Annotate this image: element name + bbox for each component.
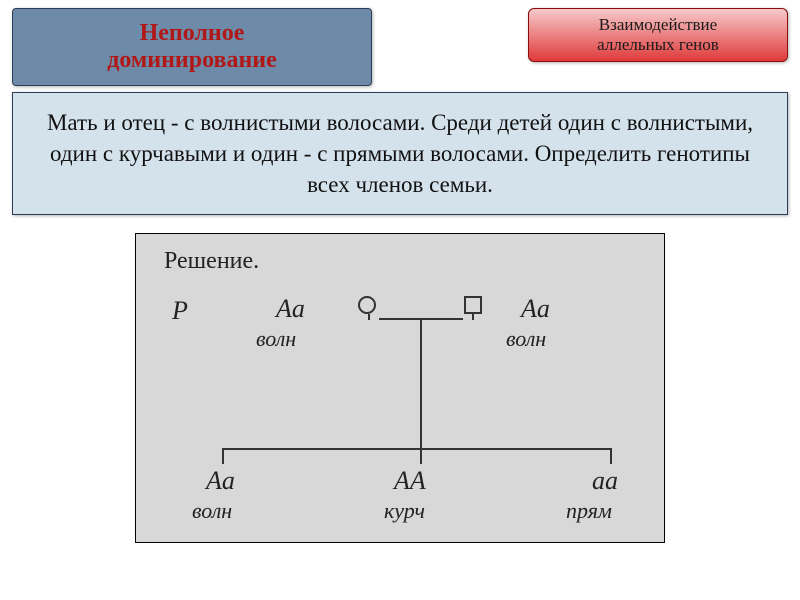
father-phenotype: волн <box>506 326 546 352</box>
generation-p-label: P <box>172 296 188 326</box>
label-line2: аллельных генов <box>597 35 719 55</box>
label-line1: Взаимодействие <box>599 15 717 35</box>
child3-phenotype: прям <box>566 498 612 524</box>
connector-line <box>472 314 474 320</box>
father-genotype: Aa <box>521 294 550 324</box>
child3-genotype: aa <box>592 466 618 496</box>
solution-title: Решение. <box>164 248 259 275</box>
mother-genotype: Aa <box>276 294 305 324</box>
child2-genotype: AA <box>394 466 426 496</box>
interaction-label-box: Взаимодействие аллельных генов <box>528 8 788 62</box>
solution-wrap: Решение. P Aa волн Aa волн Aa волн AA ку… <box>135 233 665 543</box>
title-line2: доминирование <box>107 47 277 74</box>
solution-diagram: Решение. P Aa волн Aa волн Aa волн AA ку… <box>135 233 665 543</box>
child1-phenotype: волн <box>192 498 232 524</box>
connector-line <box>420 320 422 448</box>
female-symbol-icon <box>358 296 376 314</box>
connector-line <box>222 450 224 464</box>
male-symbol-icon <box>464 296 482 314</box>
title-box: Неполное доминирование <box>12 8 372 86</box>
title-line1: Неполное <box>140 20 245 47</box>
connector-line <box>222 448 612 450</box>
problem-text: Мать и отец - с волнистыми волосами. Сре… <box>37 107 763 200</box>
child2-phenotype: курч <box>384 498 425 524</box>
connector-line <box>610 450 612 464</box>
connector-line <box>368 314 370 320</box>
problem-statement-box: Мать и отец - с волнистыми волосами. Сре… <box>12 92 788 215</box>
mother-phenotype: волн <box>256 326 296 352</box>
child1-genotype: Aa <box>206 466 235 496</box>
connector-line <box>420 450 422 464</box>
